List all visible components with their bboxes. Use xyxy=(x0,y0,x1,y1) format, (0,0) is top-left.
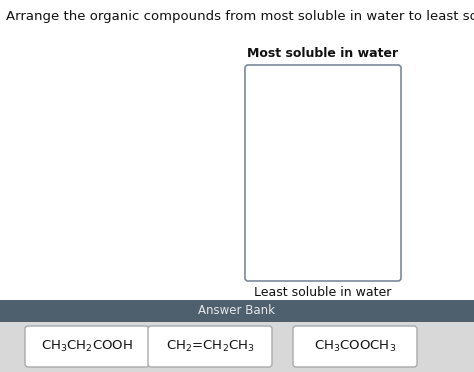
FancyBboxPatch shape xyxy=(245,65,401,281)
Text: Least soluble in water: Least soluble in water xyxy=(255,286,392,299)
FancyBboxPatch shape xyxy=(0,300,474,322)
FancyBboxPatch shape xyxy=(25,326,149,367)
Text: Arrange the organic compounds from most soluble in water to least soluble in wat: Arrange the organic compounds from most … xyxy=(6,10,474,23)
FancyBboxPatch shape xyxy=(293,326,417,367)
Text: CH$_3$COOCH$_3$: CH$_3$COOCH$_3$ xyxy=(314,339,396,354)
Text: Most soluble in water: Most soluble in water xyxy=(247,47,399,60)
Text: Answer Bank: Answer Bank xyxy=(199,305,275,317)
FancyBboxPatch shape xyxy=(0,322,474,372)
FancyBboxPatch shape xyxy=(148,326,272,367)
Text: CH$_3$CH$_2$COOH: CH$_3$CH$_2$COOH xyxy=(41,339,133,354)
Text: CH$_2$=CH$_2$CH$_3$: CH$_2$=CH$_2$CH$_3$ xyxy=(165,339,255,354)
